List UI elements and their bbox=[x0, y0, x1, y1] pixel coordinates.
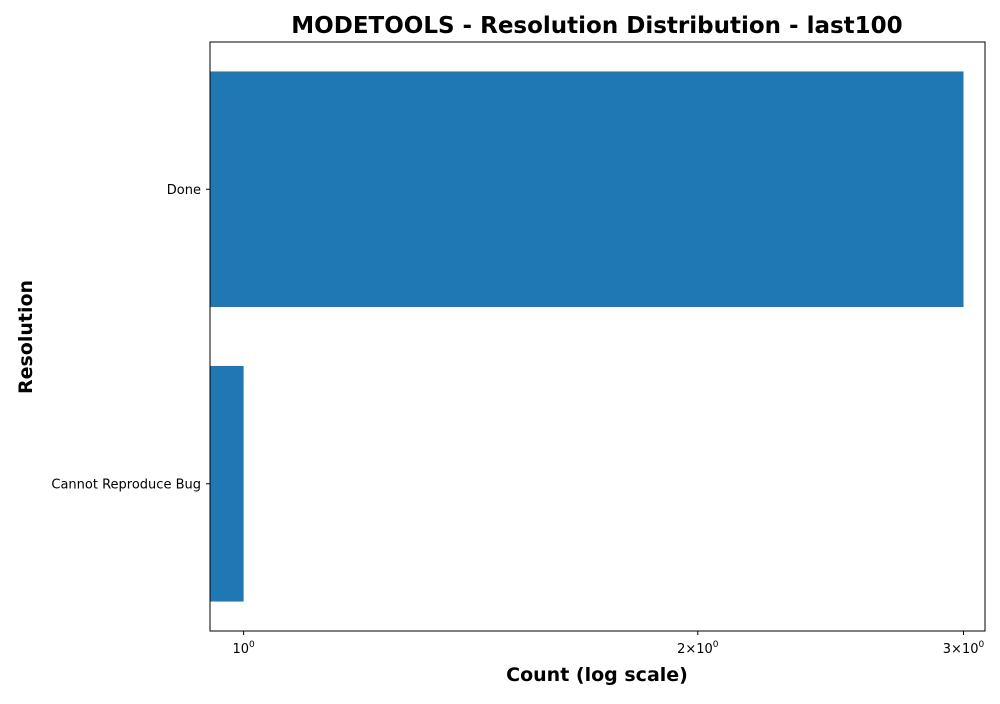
plot-frame bbox=[209, 41, 986, 632]
y-tick-label: Cannot Reproduce Bug bbox=[51, 477, 201, 492]
y-axis-title: Resolution bbox=[15, 280, 37, 394]
x-tick-label: 3×100 bbox=[943, 640, 985, 657]
bar-done bbox=[210, 71, 964, 308]
y-tick-label: Done bbox=[167, 183, 201, 198]
x-axis-title: Count (log scale) bbox=[506, 664, 688, 686]
x-tick-label: 2×100 bbox=[677, 640, 719, 657]
x-tick-label: 100 bbox=[232, 640, 255, 657]
chart-title: MODETOOLS - Resolution Distribution - la… bbox=[291, 13, 902, 39]
plot-area: Done Cannot Reproduce Bug 100 2×100 3×100 bbox=[51, 41, 986, 657]
bar-cannot-reproduce-bug bbox=[210, 365, 244, 602]
